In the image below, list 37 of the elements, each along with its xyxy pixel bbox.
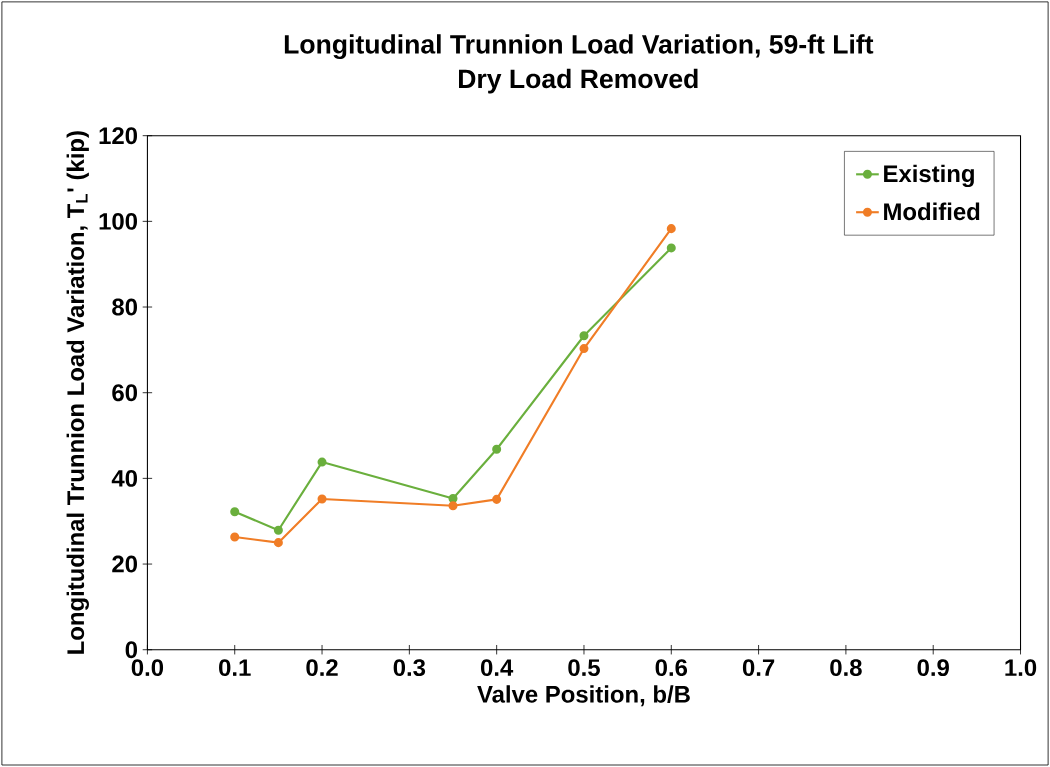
x-tick-label: 1.0 [1005, 659, 1037, 677]
x-tick-label: 0.5 [568, 659, 600, 677]
point [317, 494, 327, 504]
point [317, 457, 327, 467]
point [666, 243, 676, 253]
x-tick-label: 0.3 [393, 659, 426, 677]
y-tick-label: 20 [112, 555, 138, 573]
point [230, 532, 240, 542]
y-tick-label: 60 [112, 384, 138, 402]
point [492, 444, 502, 454]
point [492, 494, 502, 504]
x-tick-label: 0.8 [830, 659, 862, 677]
x-tick-label: 0.9 [917, 659, 949, 677]
point [273, 525, 283, 535]
point [579, 331, 589, 341]
point [666, 224, 676, 234]
point [579, 344, 589, 354]
x-tick-label: 0.0 [131, 659, 164, 677]
chart-subtitle: Dry Load Removed [459, 68, 698, 94]
x-tick-label: 0.1 [219, 659, 251, 677]
legend-label: Existing [884, 164, 974, 188]
y-tick-label: 100 [99, 212, 138, 230]
y-tick-label: 0 [125, 641, 138, 659]
y-tick-label: 80 [112, 298, 138, 316]
chart-title: Longitudinal Trunnion Load Variation, 59-ft Lift [284, 34, 874, 60]
x-tick-label: 0.7 [742, 659, 775, 677]
x-tick-label: 0.4 [480, 659, 514, 677]
y-tick-label: 40 [111, 469, 138, 487]
x-tick-label: 0.6 [655, 659, 688, 677]
point [230, 507, 240, 517]
x-axis-title: Valve Position, b/B [477, 685, 690, 707]
point [448, 501, 458, 511]
y-tick-label: 120 [99, 127, 138, 145]
y-axis-title: Longitudinal Trunnion Load Variation, T$_{L}$' (kip) [66, 131, 89, 654]
point [273, 538, 283, 548]
x-tick-label: 0.2 [306, 659, 338, 677]
legend-label: Modified [884, 202, 980, 221]
